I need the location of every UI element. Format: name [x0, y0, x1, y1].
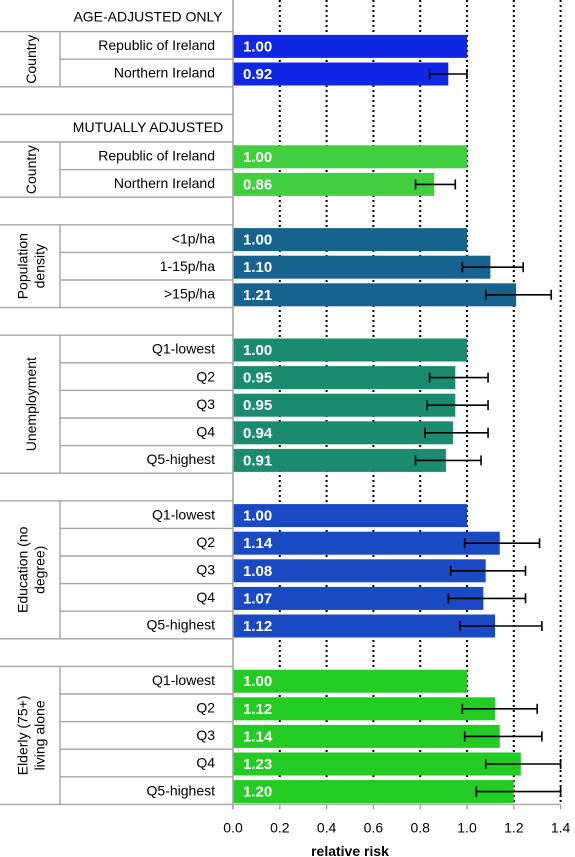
- group-label: Populationdensity: [15, 233, 48, 299]
- bar: [233, 697, 496, 721]
- bar: [233, 614, 496, 638]
- bar: [233, 752, 521, 776]
- category-label: Northern Ireland: [114, 65, 215, 81]
- bar: [233, 448, 446, 472]
- data-label: 1.00: [243, 38, 272, 55]
- category-label: Q4: [196, 424, 215, 440]
- rows-layer: AGE-ADJUSTED ONLY Republic of Ireland Nort…: [0, 9, 233, 806]
- bar: [233, 34, 467, 58]
- group-label: Unemployment: [23, 357, 39, 451]
- category-label: Q2: [196, 700, 215, 716]
- group-label-line: Elderly (75+): [15, 696, 31, 776]
- bar: [233, 559, 486, 583]
- bar: [233, 504, 467, 528]
- category-label: Q5-highest: [147, 782, 216, 798]
- data-label: 1.00: [243, 508, 272, 525]
- category-label: Q4: [196, 755, 215, 771]
- data-label: 1.00: [243, 673, 272, 690]
- bar: [233, 228, 467, 252]
- group-label-line: degree): [32, 546, 48, 594]
- section-header: MUTUALLY ADJUSTED: [73, 119, 223, 135]
- bar: [233, 393, 456, 417]
- category-label: Q5-highest: [147, 617, 216, 633]
- data-label: 0.94: [243, 425, 273, 442]
- data-label: 0.92: [243, 66, 272, 83]
- x-tick-label: 0.4: [317, 819, 337, 835]
- group-label-line: Country: [23, 145, 39, 194]
- group-label-line: Unemployment: [23, 357, 39, 451]
- x-tick-label: 0.0: [223, 819, 243, 835]
- data-label: 1.00: [243, 342, 272, 359]
- bars-layer: 1.00 0.92 1.00 0.86 1.00 1.10 1.21 1.00 0.95 0.95…: [233, 34, 562, 804]
- data-label: 0.95: [243, 397, 272, 414]
- bar: [233, 669, 467, 693]
- x-tick-label: 0.8: [410, 819, 430, 835]
- data-label: 1.12: [243, 618, 272, 635]
- group-label: Country: [23, 35, 39, 84]
- data-label: 1.23: [243, 756, 272, 773]
- data-label: 1.10: [243, 259, 272, 276]
- group-label-line: density: [32, 244, 48, 288]
- category-label: Q1-lowest: [152, 341, 215, 357]
- bar: [233, 586, 484, 610]
- category-label: Q3: [196, 562, 215, 578]
- data-label: 1.14: [243, 728, 273, 745]
- x-tick-label: 1.2: [504, 819, 524, 835]
- bar: [233, 421, 453, 445]
- category-label: Republic of Ireland: [98, 148, 215, 164]
- data-label: 1.07: [243, 590, 272, 607]
- bar: [233, 255, 491, 279]
- data-label: 1.00: [243, 232, 272, 249]
- bar: [233, 724, 500, 748]
- data-label: 1.14: [243, 535, 273, 552]
- bar: [233, 172, 435, 196]
- group-label: Country: [23, 145, 39, 194]
- data-label: 1.12: [243, 701, 272, 718]
- x-tick-label: 0.2: [270, 819, 290, 835]
- group-label-line: Education (no: [15, 526, 31, 613]
- group-label-line: Population: [15, 233, 31, 299]
- data-label: 1.00: [243, 149, 272, 166]
- category-label: Q1-lowest: [152, 506, 215, 522]
- x-tick-label: 1.4: [551, 819, 571, 835]
- data-label: 1.20: [243, 784, 272, 801]
- category-label: Republic of Ireland: [98, 37, 215, 53]
- x-tick-label: 1.0: [457, 819, 477, 835]
- category-label: Q2: [196, 368, 215, 384]
- group-label: Education (nodegree): [15, 526, 48, 613]
- category-label: Q3: [196, 396, 215, 412]
- category-label: Q5-highest: [147, 451, 216, 467]
- group-label: Elderly (75+)living alone: [15, 696, 48, 776]
- bar: [233, 145, 467, 169]
- bar: [233, 283, 517, 307]
- bar: [233, 366, 456, 390]
- bar: [233, 338, 467, 362]
- category-label: Northern Ireland: [114, 175, 215, 191]
- data-label: 0.86: [243, 176, 272, 193]
- section-header: AGE-ADJUSTED ONLY: [73, 9, 223, 25]
- axis-layer: relative risk 0.0 0.2 0.4 0.6 0.8 1.0 1.2 1.4: [223, 0, 571, 857]
- category-label: Q1-lowest: [152, 672, 215, 688]
- x-tick-label: 0.6: [364, 819, 384, 835]
- group-label-line: Country: [23, 35, 39, 84]
- data-label: 0.91: [243, 452, 272, 469]
- bar: [233, 531, 500, 555]
- data-label: 0.95: [243, 370, 272, 387]
- category-label: Q2: [196, 534, 215, 550]
- category-label: >15p/ha: [164, 286, 215, 302]
- category-label: 1-15p/ha: [160, 258, 215, 274]
- category-label: <1p/ha: [172, 230, 215, 246]
- data-label: 1.21: [243, 287, 272, 304]
- category-label: Q3: [196, 727, 215, 743]
- data-label: 1.08: [243, 563, 272, 580]
- bar: [233, 62, 449, 86]
- bar: [233, 780, 514, 804]
- group-label-line: living alone: [32, 700, 48, 770]
- x-axis-label: relative risk: [311, 843, 389, 857]
- category-label: Q4: [196, 589, 215, 605]
